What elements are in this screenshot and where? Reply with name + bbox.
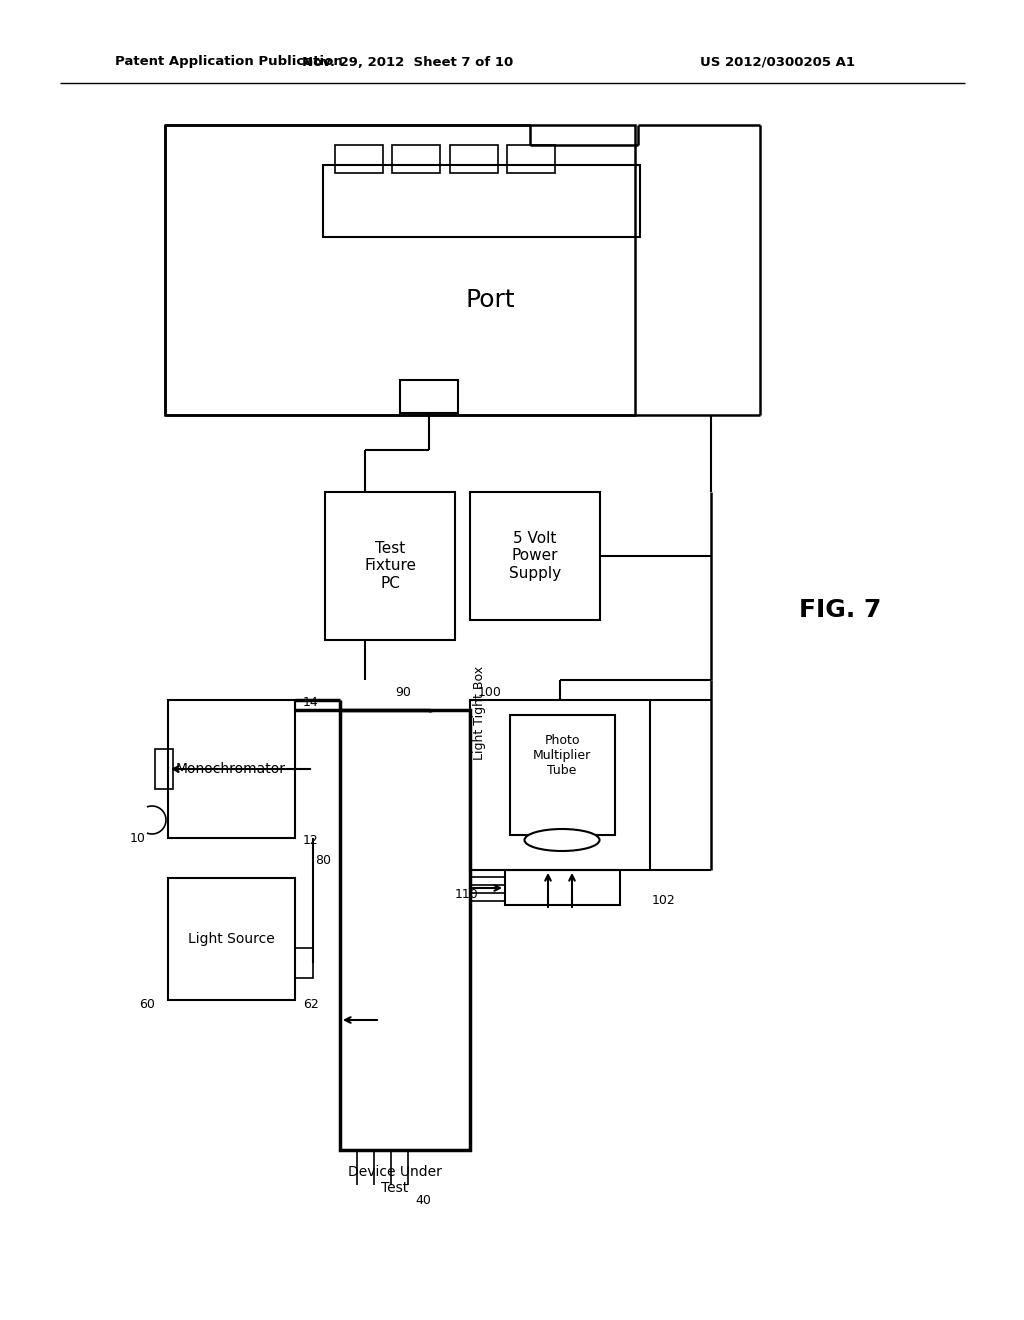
Bar [155,748,173,789]
Bar [340,710,470,1150]
Bar [392,145,440,173]
Bar [295,948,313,978]
Text: 5 Volt
Power
Supply: 5 Volt Power Supply [509,531,561,581]
Text: Light Source: Light Source [187,932,274,946]
Bar [325,492,455,640]
Bar [168,700,295,838]
Bar [335,145,383,173]
Text: 90: 90 [395,686,411,700]
Bar [470,700,650,870]
Text: Monochromator: Monochromator [176,762,286,776]
Text: 12: 12 [303,833,318,846]
Bar [323,165,640,238]
Text: 10: 10 [130,832,146,845]
Text: 100: 100 [478,685,502,698]
Text: Nov. 29, 2012  Sheet 7 of 10: Nov. 29, 2012 Sheet 7 of 10 [302,55,514,69]
Text: 40: 40 [415,1193,431,1206]
Ellipse shape [524,829,599,851]
Bar [470,492,600,620]
Bar [510,715,615,836]
Bar [165,125,635,414]
Text: 110: 110 [455,888,478,902]
Text: US 2012/0300205 A1: US 2012/0300205 A1 [700,55,855,69]
Bar [400,380,458,413]
Text: Patent Application Publication: Patent Application Publication [115,55,343,69]
Text: 14: 14 [303,697,318,710]
Text: FIG. 7: FIG. 7 [799,598,882,622]
Bar [450,145,498,173]
Bar [507,145,555,173]
Text: Port: Port [465,288,515,312]
Text: 80: 80 [315,854,331,866]
Text: Test
Fixture
PC: Test Fixture PC [364,541,416,591]
Text: 62: 62 [303,998,318,1011]
Text: Device Under
Test: Device Under Test [348,1166,442,1195]
Text: Light Tight Box: Light Tight Box [473,665,486,760]
Bar [505,870,620,906]
Bar [168,878,295,1001]
Text: 102: 102 [652,894,676,907]
Text: Photo
Multiplier
Tube: Photo Multiplier Tube [532,734,591,776]
Text: 60: 60 [139,998,155,1011]
